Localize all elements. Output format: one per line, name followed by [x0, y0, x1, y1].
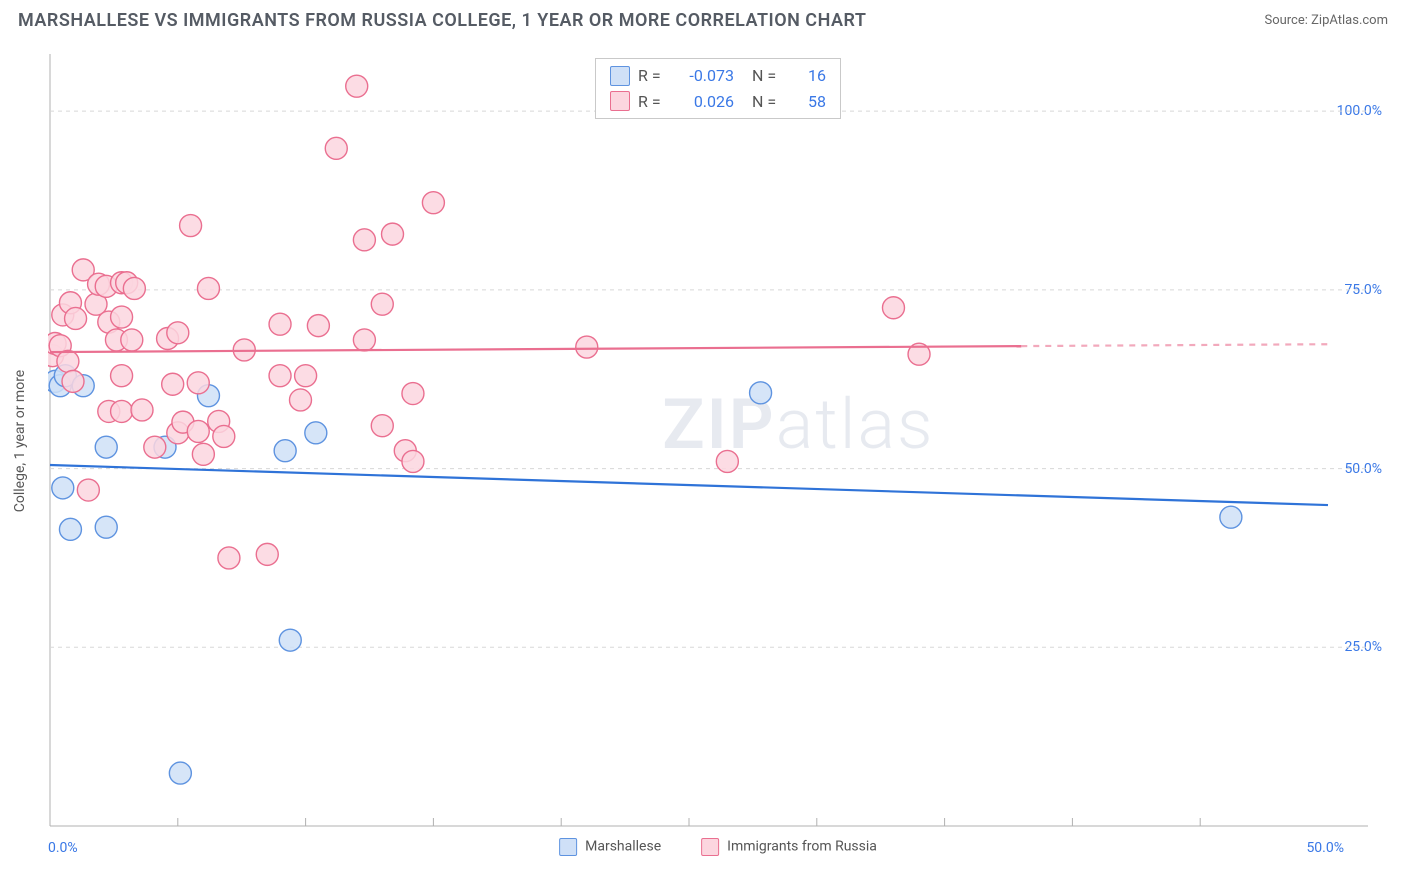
legend-r-label: R =: [638, 89, 666, 115]
legend-n-value-b: 58: [796, 89, 826, 115]
bottom-legend-item-b: Immigrants from Russia: [701, 838, 877, 856]
source-prefix: Source:: [1264, 13, 1311, 28]
y-axis-label: College, 1 year or more: [12, 370, 28, 512]
legend-swatch-russia: [610, 91, 630, 111]
plot-area: [48, 50, 1388, 832]
scatter-chart: College, 1 year or more ZIPatlas 25.0%50…: [48, 50, 1388, 832]
legend-r-value-b: 0.026: [674, 89, 734, 115]
bottom-swatch-russia: [701, 838, 719, 856]
chart-header: MARSHALLESE VS IMMIGRANTS FROM RUSSIA CO…: [0, 0, 1406, 37]
bottom-swatch-marshallese: [559, 838, 577, 856]
source-attribution: Source: ZipAtlas.com: [1264, 13, 1388, 28]
x-axis-max-label: 50.0%: [1306, 840, 1344, 856]
legend-n-value-a: 16: [796, 63, 826, 89]
correlation-legend: R = -0.073 N = 16 R = 0.026 N = 58: [595, 58, 841, 119]
legend-row-russia: R = 0.026 N = 58: [610, 89, 826, 115]
legend-r-value-a: -0.073: [674, 63, 734, 89]
bottom-legend-label-a: Marshallese: [585, 839, 661, 855]
source-link[interactable]: ZipAtlas.com: [1311, 13, 1388, 28]
legend-r-label: R =: [638, 63, 666, 89]
bottom-legend-label-b: Immigrants from Russia: [727, 839, 877, 855]
chart-title: MARSHALLESE VS IMMIGRANTS FROM RUSSIA CO…: [18, 10, 866, 31]
x-axis-min-label: 0.0%: [48, 840, 78, 856]
bottom-legend-item-a: Marshallese: [559, 838, 661, 856]
legend-row-marshallese: R = -0.073 N = 16: [610, 63, 826, 89]
legend-n-label: N =: [752, 63, 788, 89]
legend-n-label: N =: [752, 89, 788, 115]
legend-swatch-marshallese: [610, 66, 630, 86]
series-legend: Marshallese Immigrants from Russia: [559, 838, 877, 856]
